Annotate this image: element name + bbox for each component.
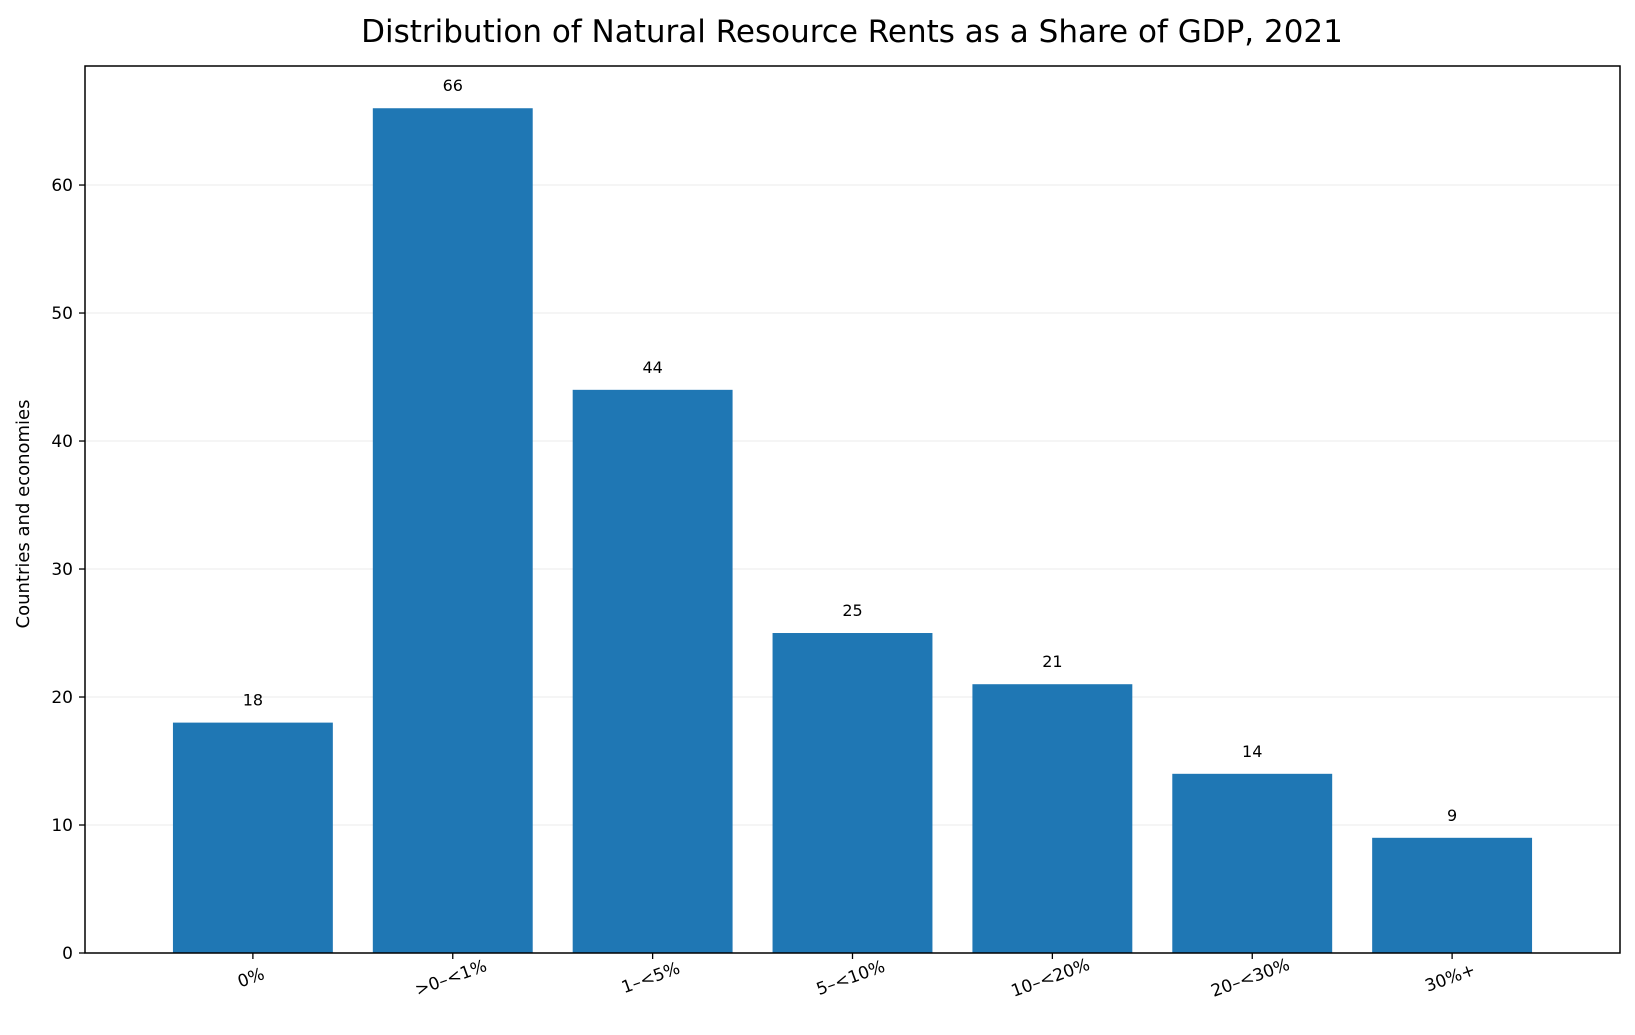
bar: [1172, 773, 1333, 953]
y-tick-label: 40: [51, 432, 73, 452]
x-tick-label: 0%: [235, 964, 267, 992]
bar-value-label: 66: [443, 76, 463, 95]
x-tick-label: >0–<1%: [412, 956, 489, 1000]
y-tick-label: 60: [51, 176, 73, 196]
y-tick-label: 50: [51, 304, 73, 324]
x-tick-label: 20–<30%: [1209, 955, 1293, 1002]
y-tick-label: 0: [62, 944, 73, 964]
y-tick-label: 10: [51, 816, 73, 836]
bar-value-label: 14: [1242, 742, 1262, 761]
chart-title: Distribution of Natural Resource Rents a…: [361, 14, 1343, 50]
y-axis-label: Countries and economies: [13, 399, 34, 628]
bar: [972, 684, 1133, 953]
bar-value-label: 18: [243, 691, 263, 710]
bar: [372, 108, 533, 953]
bar-value-label: 9: [1447, 806, 1457, 825]
bar: [172, 722, 333, 953]
plot-frame: [84, 65, 1621, 954]
bar: [772, 633, 933, 953]
y-axis-ticks: 0 10 20 30 40 50 60: [51, 176, 85, 964]
x-axis-ticks: 0% >0–<1% 1–<5% 5–<10% 10–<20% 20–<30% 30%+: [235, 953, 1478, 1002]
y-tick-label: 30: [51, 560, 73, 580]
bars: [172, 108, 1533, 953]
x-tick-label: 30%+: [1423, 960, 1479, 997]
bar: [1372, 837, 1533, 953]
bar-value-label: 25: [842, 601, 862, 620]
x-tick-label: 5–<10%: [814, 957, 888, 1000]
x-tick-label: 10–<20%: [1009, 955, 1093, 1002]
y-tick-label: 20: [51, 688, 73, 708]
bar-value-labels: 18 66 44 25 21 14 9: [243, 76, 1457, 825]
bar: [572, 389, 733, 953]
x-tick-label: 1–<5%: [619, 959, 683, 998]
grid-lines: [85, 184, 1620, 826]
bar-value-label: 44: [642, 358, 662, 377]
bar-value-label: 21: [1042, 652, 1062, 671]
